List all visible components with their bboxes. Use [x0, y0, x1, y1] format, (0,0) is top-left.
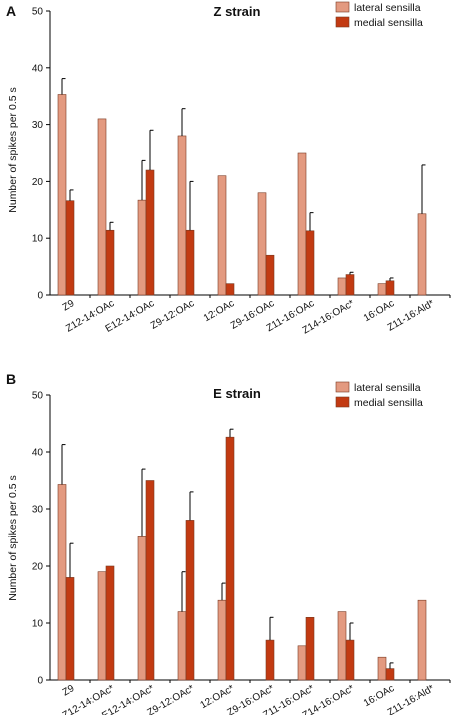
- bar-medial: [145, 480, 155, 681]
- bar-lateral: [337, 277, 347, 296]
- bar-lateral: [217, 175, 227, 296]
- y-tick-label: 40: [32, 448, 44, 459]
- legend-swatch-lateral: [335, 1, 350, 13]
- bar-lateral: [177, 135, 187, 296]
- legend-swatch-medial: [335, 396, 350, 408]
- bar-lateral: [377, 656, 387, 681]
- bar-lateral: [417, 213, 427, 296]
- bar-medial: [345, 639, 355, 681]
- y-tick-label: 10: [32, 619, 44, 630]
- x-tick-label: Z9: [61, 683, 77, 699]
- legend-swatch-lateral: [335, 381, 350, 393]
- bar-medial: [225, 283, 235, 296]
- bar-lateral: [217, 599, 227, 681]
- bar-medial: [385, 668, 395, 681]
- bar-lateral: [337, 611, 347, 681]
- bar-medial: [225, 436, 235, 681]
- legend-label-lateral: lateral sensilla: [354, 2, 421, 14]
- plot-area: 01020304050Z9Z12-14:OAcE12-14:OAcZ9-12:O…: [32, 7, 451, 337]
- bar-medial: [105, 565, 115, 681]
- bar-medial: [65, 200, 75, 296]
- bar-lateral: [57, 484, 67, 681]
- legend-swatch-medial: [335, 16, 350, 28]
- y-axis-label: Number of spikes per 0.5 s: [7, 87, 19, 212]
- y-tick-label: 10: [32, 234, 44, 245]
- bar-medial: [105, 229, 115, 296]
- bar-medial: [305, 616, 315, 681]
- y-tick-label: 20: [32, 177, 44, 188]
- bar-medial: [265, 639, 275, 681]
- plot-area: 01020304050Z9Z12-14:OAc*E12-14:OAc*Z9-12…: [32, 391, 451, 715]
- chart-panel-b: B E strain Number of spikes per 0.5 s la…: [6, 371, 451, 715]
- bar-lateral: [297, 152, 307, 296]
- y-tick-label: 50: [32, 7, 44, 18]
- y-axis-label: Number of spikes per 0.5 s: [7, 475, 19, 600]
- bar-medial: [385, 280, 395, 296]
- bar-medial: [185, 520, 195, 681]
- legend: lateral sensilla medial sensilla: [335, 381, 423, 409]
- x-tick-label: Z9: [61, 298, 77, 314]
- y-tick-label: 40: [32, 63, 44, 74]
- bar-medial: [345, 274, 355, 296]
- bar-medial: [65, 577, 75, 681]
- y-tick-label: 0: [37, 676, 43, 687]
- chart-title: E strain: [213, 386, 261, 401]
- chart-panel-a: A Z strain Number of spikes per 0.5 s la…: [6, 1, 451, 337]
- bar-medial: [265, 254, 275, 296]
- y-tick-label: 30: [32, 505, 44, 516]
- bar-lateral: [137, 199, 147, 296]
- bar-lateral: [97, 571, 107, 681]
- bar-lateral: [137, 536, 147, 681]
- bar-lateral: [377, 283, 387, 296]
- bar-lateral: [57, 94, 67, 296]
- bar-lateral: [97, 118, 107, 296]
- y-tick-label: 0: [37, 291, 43, 302]
- bar-lateral: [417, 599, 427, 681]
- bar-medial: [145, 169, 155, 296]
- legend-label-lateral: lateral sensilla: [354, 382, 421, 394]
- bar-lateral: [257, 192, 267, 296]
- legend-label-medial: medial sensilla: [354, 397, 423, 409]
- chart-title: Z strain: [214, 4, 261, 19]
- panel-letter-a: A: [6, 3, 16, 19]
- bar-medial: [185, 229, 195, 296]
- y-tick-label: 20: [32, 562, 44, 573]
- legend: lateral sensilla medial sensilla: [335, 1, 423, 29]
- y-tick-label: 50: [32, 391, 44, 402]
- legend-label-medial: medial sensilla: [354, 17, 423, 29]
- bar-medial: [305, 230, 315, 296]
- bar-lateral: [177, 611, 187, 681]
- y-tick-label: 30: [32, 120, 44, 131]
- panel-letter-b: B: [6, 371, 16, 387]
- x-tick-label: Z9-12:OAc: [149, 298, 196, 332]
- bar-lateral: [297, 645, 307, 681]
